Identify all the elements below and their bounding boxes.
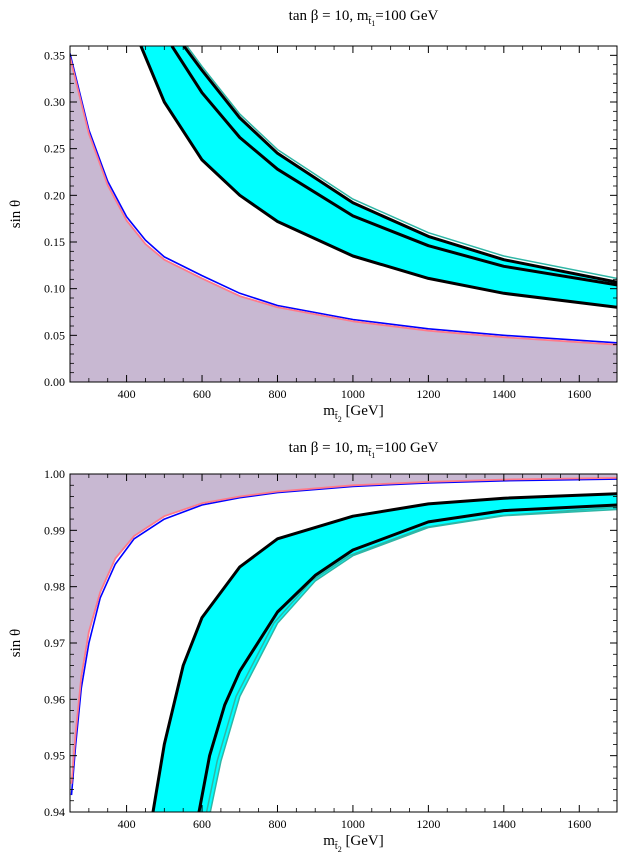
y-tick-label: 0.94 bbox=[44, 805, 65, 819]
xlabel-main: m bbox=[323, 833, 335, 849]
plot-area bbox=[70, 46, 617, 382]
series-excluded-region-boundary-blue bbox=[70, 478, 617, 796]
series-band-lower bbox=[139, 46, 617, 309]
xlabel-subsub: 2 bbox=[338, 415, 342, 424]
y-tick-label: 0.95 bbox=[44, 749, 65, 763]
y-tick-label: 0.98 bbox=[44, 580, 65, 594]
series-band-teal-upper bbox=[186, 46, 617, 280]
x-tick-label: 400 bbox=[118, 817, 136, 831]
xlabel-tail: [GeV] bbox=[342, 833, 384, 849]
title-subsub: 1 bbox=[371, 451, 375, 460]
xlabel-tail: [GeV] bbox=[342, 403, 384, 419]
x-axis-label: mt̃2 [GeV] bbox=[323, 403, 384, 424]
y-tick-label: 0.35 bbox=[44, 48, 65, 62]
x-tick-label: 800 bbox=[268, 387, 286, 401]
y-tick-label: 1.00 bbox=[44, 467, 65, 481]
plot-area bbox=[70, 474, 617, 812]
series-excluded-region-boundary-pink bbox=[70, 56, 617, 346]
title-tail: =100 GeV bbox=[375, 440, 438, 456]
xlabel-sub: t̃ bbox=[335, 410, 339, 422]
title-sub: t̃ bbox=[368, 447, 372, 459]
y-tick-label: 0.25 bbox=[44, 142, 65, 156]
x-tick-label: 1400 bbox=[492, 387, 516, 401]
x-tick-label: 1000 bbox=[341, 817, 365, 831]
x-tick-label: 1600 bbox=[567, 817, 591, 831]
y-tick-label: 0.96 bbox=[44, 692, 65, 706]
title-main: tan β = 10, m bbox=[289, 8, 369, 24]
excluded-region bbox=[70, 474, 617, 784]
x-axis-label: mt̃2 [GeV] bbox=[323, 833, 384, 854]
xlabel-sub: t̃ bbox=[335, 840, 339, 852]
chart-1: 400 600 800 1000 1200 1400 1600 0.00 0.05 0.10 0.1… bbox=[8, 8, 618, 424]
x-tick-label: 800 bbox=[268, 817, 286, 831]
y-axis-label: sin θ bbox=[8, 629, 24, 657]
title-main: tan β = 10, m bbox=[289, 440, 369, 456]
x-tick-label: 400 bbox=[118, 387, 136, 401]
title-subsub: 1 bbox=[371, 19, 375, 28]
series-band-middle bbox=[197, 503, 617, 812]
y-tick-label: 0.10 bbox=[44, 282, 65, 296]
chart-2: 400 600 800 1000 1200 1400 1600 0.94 0.95 0.96 0.9… bbox=[8, 440, 618, 854]
y-tick-label: 0.05 bbox=[44, 328, 65, 342]
series-excluded-region-boundary-pink bbox=[70, 477, 617, 784]
chart-title: tan β = 10, mt̃1=100 GeV bbox=[289, 440, 439, 460]
x-tick-label: 1600 bbox=[567, 387, 591, 401]
excluded-region bbox=[70, 57, 617, 382]
y-tick-label: 0.20 bbox=[44, 188, 65, 202]
x-tick-label: 1400 bbox=[492, 817, 516, 831]
y-axis-label: sin θ bbox=[8, 200, 24, 228]
x-tick-label: 1000 bbox=[341, 387, 365, 401]
x-tick-label: 600 bbox=[193, 817, 211, 831]
xlabel-subsub: 2 bbox=[338, 845, 342, 854]
y-tick-label: 0.00 bbox=[44, 375, 65, 389]
y-tick-label: 0.15 bbox=[44, 235, 65, 249]
series-band-middle bbox=[170, 46, 617, 287]
x-tick-label: 600 bbox=[193, 387, 211, 401]
xlabel-main: m bbox=[323, 403, 335, 419]
x-tick-label: 1200 bbox=[416, 387, 440, 401]
chart-title: tan β = 10, mt̃1=100 GeV bbox=[289, 8, 439, 28]
series-band-upper-outer bbox=[182, 46, 617, 284]
x-tick-label: 1200 bbox=[416, 817, 440, 831]
y-tick-label: 0.30 bbox=[44, 95, 65, 109]
y-tick-label: 0.99 bbox=[44, 523, 65, 537]
y-tick-label: 0.97 bbox=[44, 636, 65, 650]
allowed-band bbox=[153, 493, 617, 812]
title-tail: =100 GeV bbox=[375, 8, 438, 24]
title-sub: t̃ bbox=[368, 15, 372, 27]
series-excluded-region-boundary-blue bbox=[70, 53, 617, 344]
series-band-upper bbox=[151, 492, 617, 812]
